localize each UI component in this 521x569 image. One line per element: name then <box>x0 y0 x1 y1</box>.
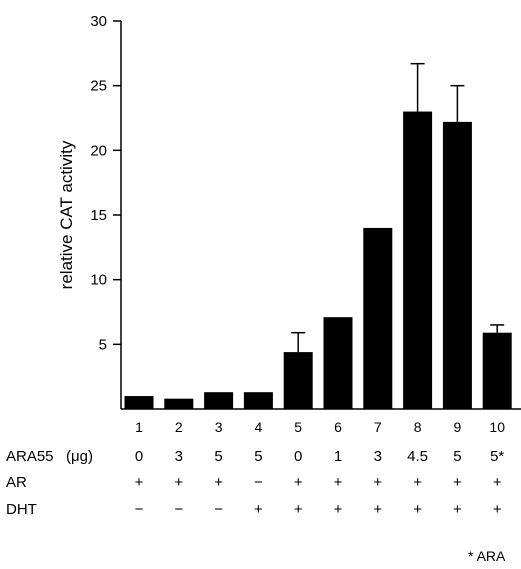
condition-value: + <box>373 474 382 491</box>
condition-value: + <box>453 501 462 518</box>
condition-label: AR <box>6 474 27 491</box>
bar <box>403 111 433 410</box>
condition-value: − <box>254 474 263 491</box>
y-tick-label: 25 <box>90 78 107 95</box>
lane-number: 4 <box>255 419 263 435</box>
condition-value: 3 <box>374 448 382 465</box>
condition-value: 0 <box>135 448 143 465</box>
y-tick-label: 20 <box>90 142 107 159</box>
lane-number: 1 <box>135 419 143 435</box>
condition-value: + <box>493 501 502 518</box>
lane-number: 5 <box>294 419 302 435</box>
bar <box>363 227 393 409</box>
y-tick-label: 10 <box>90 272 107 289</box>
condition-value: 0 <box>294 448 302 465</box>
condition-value: + <box>413 501 422 518</box>
condition-value: 1 <box>334 448 342 465</box>
bar <box>442 121 472 409</box>
y-tick-label: 30 <box>90 13 107 30</box>
condition-value: + <box>294 501 303 518</box>
lane-number: 2 <box>175 419 183 435</box>
condition-value: 5 <box>254 448 262 465</box>
bar <box>323 317 353 409</box>
bar <box>124 396 154 409</box>
condition-value: + <box>453 474 462 491</box>
lane-number: 9 <box>454 419 462 435</box>
condition-value: − <box>174 501 183 518</box>
condition-table: ARA55 (μg) 0 3 5 5 0 1 3 4.5 5 5* AR + + + − + + + + + + DHT − − −… <box>6 448 504 518</box>
lane-numbers: 1 2 3 4 5 6 7 8 9 10 <box>135 419 505 435</box>
lane-number: 3 <box>215 419 223 435</box>
error-bars <box>291 62 505 353</box>
bar <box>283 352 313 409</box>
condition-label: DHT <box>6 501 37 518</box>
condition-value: − <box>135 501 144 518</box>
footnote: * ARA <box>468 548 506 564</box>
condition-value: + <box>254 501 263 518</box>
condition-value: + <box>413 474 422 491</box>
bar <box>243 392 273 409</box>
condition-value: + <box>294 474 303 491</box>
y-tick-label: 15 <box>90 207 107 224</box>
lane-number: 8 <box>414 419 422 435</box>
lane-number: 7 <box>374 419 382 435</box>
y-tick-label: 5 <box>99 336 107 353</box>
bar <box>482 332 512 409</box>
lane-number: 6 <box>334 419 342 435</box>
condition-value: + <box>174 474 183 491</box>
condition-value: 5 <box>453 448 461 465</box>
bar <box>204 392 234 409</box>
condition-value: − <box>214 501 223 518</box>
condition-value: 4.5 <box>407 448 428 465</box>
condition-value: + <box>493 474 502 491</box>
condition-value: + <box>373 501 382 518</box>
lane-number: 10 <box>489 419 505 435</box>
bars <box>124 111 512 410</box>
condition-value: 5 <box>214 448 222 465</box>
condition-label: ARA55 <box>6 448 54 465</box>
condition-unit: (μg) <box>66 448 93 465</box>
y-axis-label: relative CAT activity <box>57 140 76 289</box>
condition-value: 5* <box>490 448 504 465</box>
bar <box>164 398 194 409</box>
condition-value: 3 <box>175 448 183 465</box>
condition-value: + <box>214 474 223 491</box>
condition-value: + <box>334 501 343 518</box>
condition-value: + <box>334 474 343 491</box>
condition-value: + <box>135 474 144 491</box>
